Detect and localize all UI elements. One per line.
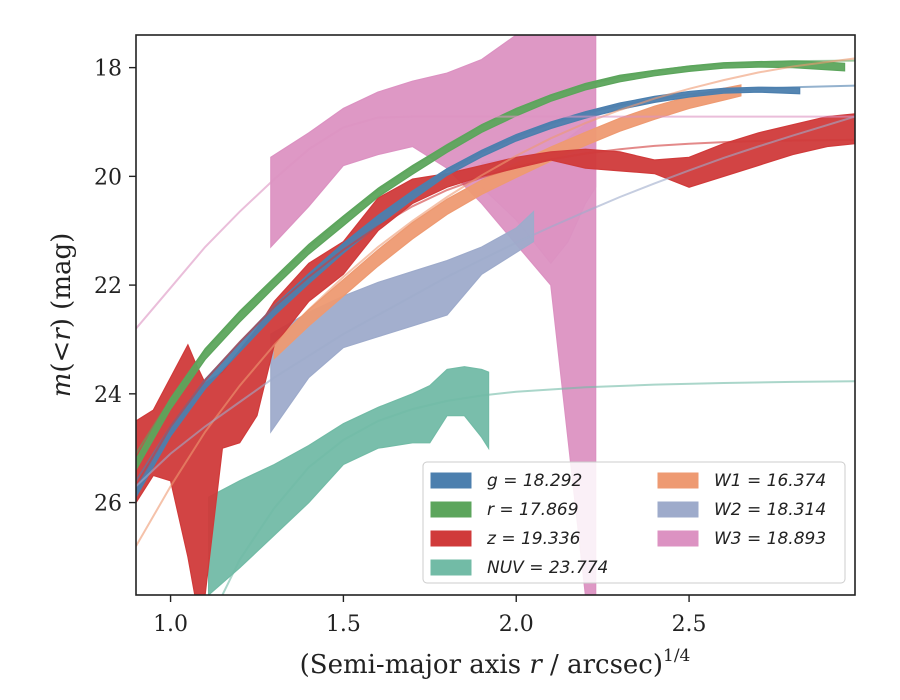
legend-item-z: z = 19.336 [430, 529, 581, 549]
model-curve-nuv [221, 380, 855, 595]
x-tick-label: 2.5 [672, 612, 707, 637]
y-tick-label: 18 [94, 57, 122, 82]
legend-item-w1: W1 = 16.374 [657, 471, 826, 491]
band-z [136, 113, 855, 595]
legend-label: W3 = 18.893 [714, 529, 826, 549]
x-axis-title: (Semi-major axis r / arcsec)1/4 [300, 646, 691, 680]
legend-item-w2: W2 = 18.314 [657, 500, 826, 520]
legend-label: W2 = 18.314 [714, 500, 826, 520]
model-curve-w2 [136, 115, 855, 488]
legend-swatch [657, 472, 699, 489]
legend-swatch [430, 501, 472, 518]
y-axis: 18 20 22 24 26 [94, 57, 136, 517]
band-w1 [273, 84, 742, 360]
x-axis: 1.0 1.5 2.0 2.5 [153, 595, 707, 637]
band-r [136, 60, 846, 472]
legend-label: g = 18.292 [487, 471, 582, 491]
legend-swatch [657, 530, 699, 547]
legend-item-nuv: NUV = 23.774 [430, 558, 608, 578]
legend-label: r = 17.869 [487, 500, 579, 520]
y-tick-label: 26 [94, 492, 122, 517]
legend-swatch [430, 472, 472, 489]
legend-label: z = 19.336 [486, 529, 581, 549]
legend-swatch [430, 559, 472, 576]
plot-area [136, 35, 855, 595]
model-curve-w3 [136, 115, 855, 330]
x-tick-label: 1.0 [153, 612, 188, 637]
legend-swatch [657, 501, 699, 518]
x-tick-label: 2.0 [499, 612, 534, 637]
legend-swatch [430, 530, 472, 547]
model-curve-z [136, 138, 855, 487]
legend-item-w3: W3 = 18.893 [657, 529, 826, 549]
y-tick-label: 22 [94, 274, 122, 299]
y-tick-label: 24 [94, 383, 122, 408]
y-tick-label: 20 [94, 165, 122, 190]
legend-item-g: g = 18.292 [430, 471, 582, 491]
y-axis-title: m(<r) (mag) [47, 233, 77, 398]
model-curve-w1 [136, 57, 855, 547]
x-tick-label: 1.5 [326, 612, 361, 637]
model-curve-r [136, 59, 855, 455]
plot-frame [135, 34, 856, 596]
band-nuv [208, 366, 490, 595]
legend: g = 18.292 r = 17.869 z = 19.336 NUV = 23.7… [422, 461, 846, 584]
legend-box [422, 461, 846, 584]
legend-label: NUV = 23.774 [487, 558, 608, 578]
legend-item-r: r = 17.869 [430, 500, 579, 520]
legend-label: W1 = 16.374 [714, 471, 826, 491]
